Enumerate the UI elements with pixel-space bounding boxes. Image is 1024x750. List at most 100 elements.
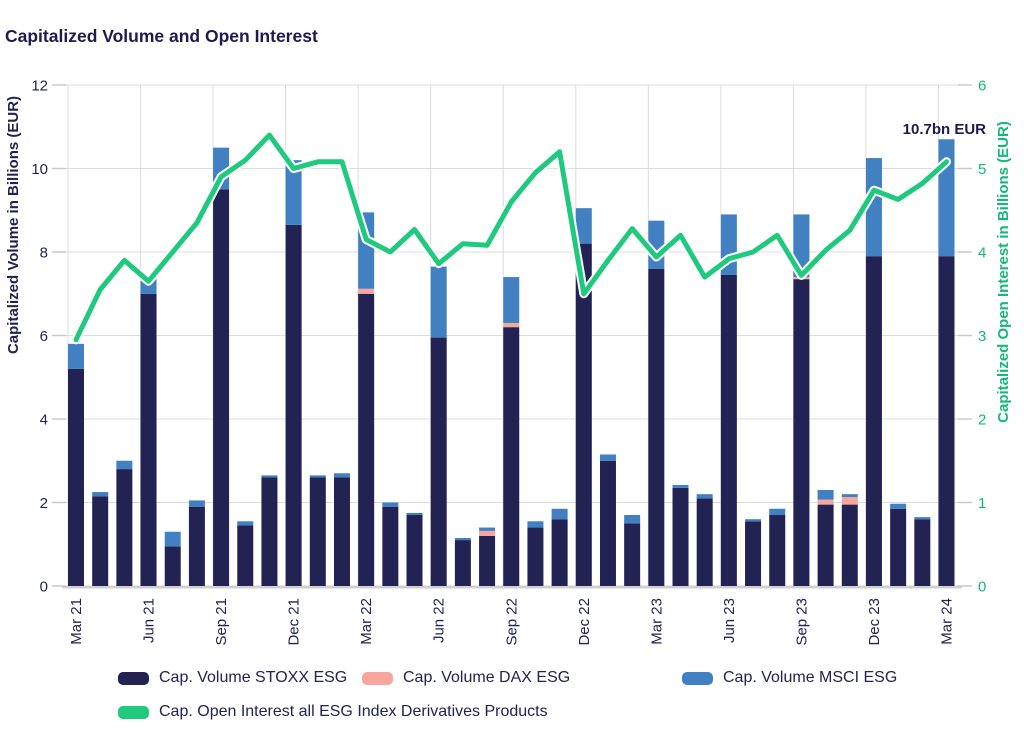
x-tick-label: Dec 21 bbox=[286, 598, 303, 646]
bar-segment-stoxx bbox=[333, 477, 350, 586]
right-tick-label: 0 bbox=[978, 579, 986, 596]
bar-segment-msci bbox=[745, 519, 762, 522]
bar-segment-stoxx bbox=[479, 535, 496, 586]
bar-segment-dax bbox=[817, 499, 834, 505]
left-tick-label: 8 bbox=[40, 245, 48, 262]
left-tick-label: 4 bbox=[40, 412, 48, 429]
bar-segment-msci bbox=[285, 160, 302, 225]
bar-segment-stoxx bbox=[164, 546, 181, 586]
legend-item-dax: Cap. Volume DAX ESG bbox=[362, 669, 570, 686]
bar-segment-stoxx bbox=[575, 243, 592, 586]
legend-label: Cap. Volume STOXX ESG bbox=[159, 669, 348, 686]
bar-segment-msci bbox=[479, 527, 496, 531]
bar-segment-msci bbox=[890, 503, 907, 509]
bar-segment-dax bbox=[358, 288, 375, 294]
bar-segment-stoxx bbox=[358, 293, 375, 586]
legend-item-msci: Cap. Volume MSCI ESG bbox=[682, 669, 898, 686]
bar-segment-stoxx bbox=[430, 337, 447, 586]
bar-segment-msci bbox=[309, 475, 326, 478]
bar-segment-stoxx bbox=[140, 293, 157, 586]
bar-segment-stoxx bbox=[237, 525, 254, 586]
bar-segment-msci bbox=[817, 489, 834, 500]
bar-segment-stoxx bbox=[527, 527, 544, 586]
msci-swatch-icon bbox=[682, 671, 713, 685]
page-title: Capitalized Volume and Open Interest bbox=[5, 26, 318, 46]
left-axis-title: Capitalized Volume in Billions (EUR) bbox=[5, 96, 22, 354]
legend-label: Cap. Open Interest all ESG Index Derivat… bbox=[159, 703, 548, 720]
x-tick-label: Mar 22 bbox=[358, 598, 375, 645]
bar-segment-stoxx bbox=[865, 256, 882, 586]
right-tick-label: 4 bbox=[978, 245, 986, 262]
bar-segment-msci bbox=[527, 521, 544, 528]
bar-segment-msci bbox=[164, 531, 181, 547]
bar-segment-stoxx bbox=[938, 256, 955, 586]
left-tick-label: 2 bbox=[40, 495, 48, 512]
bar-segment-stoxx bbox=[406, 515, 423, 586]
bar-segment-msci bbox=[865, 158, 882, 257]
x-tick-label: Mar 21 bbox=[68, 598, 85, 645]
bar-segment-dax bbox=[503, 322, 520, 328]
x-tick-label: Jun 21 bbox=[141, 598, 158, 643]
bar-segment-msci bbox=[551, 508, 568, 520]
x-tick-label: Dec 23 bbox=[866, 598, 883, 646]
right-tick-label: 2 bbox=[978, 412, 986, 429]
bar-segment-stoxx bbox=[503, 327, 520, 586]
bar-segment-msci bbox=[406, 512, 423, 516]
bar-segment-msci bbox=[599, 454, 616, 461]
bar-segment-msci bbox=[841, 494, 858, 498]
bar-segment-msci bbox=[914, 517, 931, 520]
left-tick-label: 0 bbox=[40, 579, 48, 596]
bar-segment-stoxx bbox=[769, 515, 786, 586]
x-tick-label: Jun 23 bbox=[721, 598, 738, 643]
bar-segment-stoxx bbox=[261, 477, 278, 586]
bar-segment-stoxx bbox=[116, 469, 133, 586]
bar-segment-msci bbox=[938, 139, 955, 257]
open-interest-line bbox=[73, 132, 949, 343]
left-tick-label: 12 bbox=[31, 78, 48, 95]
bar-segment-msci bbox=[188, 500, 205, 507]
bar-segment-stoxx bbox=[551, 519, 568, 586]
right-axis-title: Capitalized Open Interest in Billions (E… bbox=[995, 121, 1012, 423]
bar-segment-msci bbox=[237, 521, 254, 526]
x-tick-label: Mar 23 bbox=[648, 598, 665, 645]
bar-segment-stoxx bbox=[817, 504, 834, 586]
bar-segment-msci bbox=[672, 484, 689, 488]
bar-segment-msci bbox=[92, 492, 109, 497]
bar-segment-stoxx bbox=[454, 540, 471, 586]
bar-segment-msci bbox=[430, 266, 447, 338]
bar-segment-msci bbox=[261, 475, 278, 478]
bar-segment-stoxx bbox=[285, 224, 302, 587]
bar-segment-dax bbox=[841, 497, 858, 505]
bar-segment-msci bbox=[454, 537, 471, 541]
right-tick-label: 5 bbox=[978, 161, 986, 178]
left-tick-label: 10 bbox=[31, 161, 48, 178]
bar-segment-stoxx bbox=[841, 504, 858, 586]
open-interest-swatch-icon bbox=[118, 705, 149, 719]
dax-swatch-icon bbox=[362, 671, 393, 685]
bar-segment-msci bbox=[68, 343, 84, 369]
bar-segment-msci bbox=[624, 515, 641, 524]
bar-segment-stoxx bbox=[68, 368, 84, 586]
x-tick-label: Mar 24 bbox=[939, 598, 956, 645]
bar-segment-msci bbox=[382, 502, 399, 507]
legend-label: Cap. Volume MSCI ESG bbox=[723, 669, 898, 686]
bar-segment-stoxx bbox=[213, 189, 230, 586]
x-tick-label: Dec 22 bbox=[576, 598, 593, 646]
bar-segment-stoxx bbox=[188, 506, 205, 586]
bar-segment-msci bbox=[696, 494, 713, 499]
bar-series-group bbox=[68, 139, 955, 587]
bar-segment-stoxx bbox=[745, 521, 762, 586]
right-tick-label: 3 bbox=[978, 328, 986, 345]
bar-segment-stoxx bbox=[720, 274, 737, 586]
x-tick-label: Sep 22 bbox=[503, 598, 520, 646]
bar-segment-stoxx bbox=[624, 523, 641, 586]
right-tick-label: 6 bbox=[978, 78, 986, 95]
stoxx-swatch-icon bbox=[118, 671, 149, 685]
bar-segment-stoxx bbox=[309, 477, 326, 586]
x-tick-label: Sep 21 bbox=[213, 598, 230, 646]
open-interest-line-group bbox=[71, 130, 951, 345]
bar-segment-stoxx bbox=[890, 508, 907, 586]
